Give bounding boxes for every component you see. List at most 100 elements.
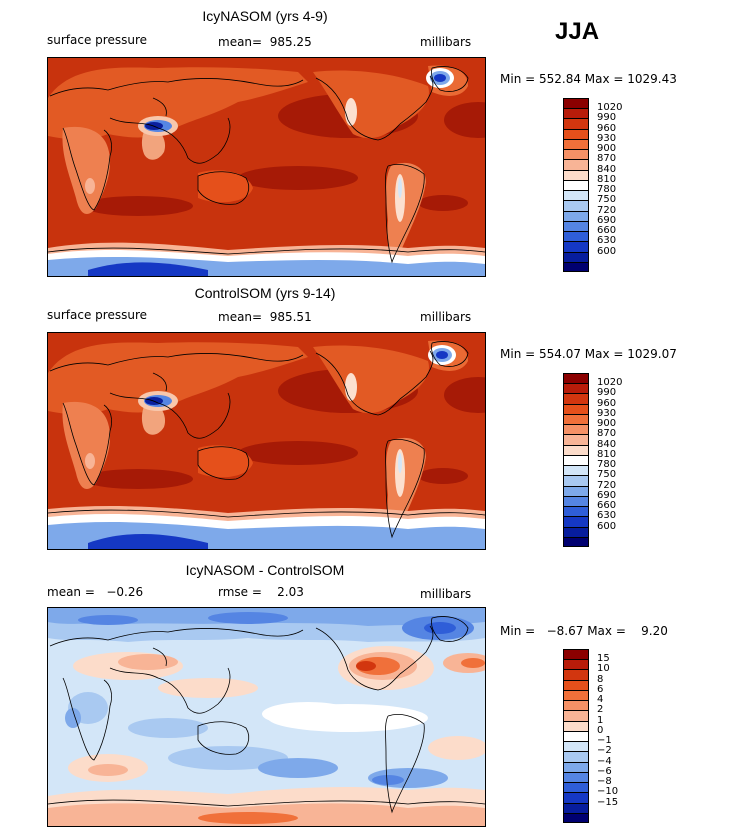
panel-2-colorbar [563, 373, 589, 548]
colorbar-swatch [563, 108, 589, 119]
colorbar-tick [563, 782, 589, 784]
colorbar-tick [563, 679, 589, 681]
colorbar-tick [563, 526, 589, 528]
colorbar-tick [563, 792, 589, 794]
colorbar-swatch [563, 118, 589, 130]
colorbar-label: 15 [597, 653, 610, 665]
colorbar-tick [563, 444, 589, 446]
colorbar-tick [563, 383, 589, 385]
colorbar-label: −2 [597, 745, 612, 757]
colorbar-tick [563, 138, 589, 140]
colorbar-swatch [563, 536, 589, 548]
colorbar-label: −8 [597, 776, 612, 788]
colorbar-tick [563, 730, 589, 732]
panel-1-map [47, 57, 486, 277]
colorbar-tick [563, 169, 589, 171]
colorbar-tick [563, 179, 589, 181]
colorbar-swatch [563, 149, 589, 160]
colorbar-tick [563, 802, 589, 804]
colorbar-label: 960 [597, 122, 617, 134]
colorbar-label: 690 [597, 489, 617, 501]
colorbar-swatch [563, 179, 589, 191]
panel-2-variable-label: surface pressure [47, 308, 147, 322]
colorbar-swatch [563, 700, 589, 711]
panel-3-title: IcyNASOM - ControlSOM [185, 562, 345, 578]
colorbar-swatch [563, 444, 589, 456]
colorbar-label: −4 [597, 755, 612, 767]
panel-1-variable-label: surface pressure [47, 33, 147, 47]
panel-3-units-label: millibars [420, 587, 472, 601]
colorbar-label: 600 [597, 520, 617, 532]
colorbar-tick [563, 516, 589, 518]
colorbar-label: 660 [597, 500, 617, 512]
panel-3-mean-label: mean = −0.26 [47, 585, 144, 599]
colorbar-tick [563, 720, 589, 722]
colorbar-swatch [563, 649, 589, 660]
colorbar-label: 960 [597, 397, 617, 409]
colorbar-swatch [563, 741, 589, 752]
colorbar-tick [563, 251, 589, 253]
colorbar-label: 750 [597, 469, 617, 481]
panel-2-mean-label: mean= 985.51 [218, 310, 312, 324]
colorbar-label: 10 [597, 663, 610, 675]
colorbar-label: 660 [597, 225, 617, 237]
colorbar-tick [563, 149, 589, 151]
colorbar-swatch [563, 393, 589, 405]
panel-3-minmax-label: Min = −8.67 Max = 9.20 [500, 624, 668, 638]
colorbar-tick [563, 710, 589, 712]
colorbar-tick [563, 546, 589, 547]
colorbar-label: 1 [597, 714, 604, 726]
colorbar-tick [563, 118, 589, 120]
colorbar-tick [563, 98, 589, 99]
colorbar-swatch [563, 506, 589, 517]
panel-2-minmax-label: Min = 554.07 Max = 1029.07 [500, 347, 677, 361]
colorbar-tick [563, 261, 589, 263]
colorbar-swatch [563, 210, 589, 222]
colorbar-tick [563, 485, 589, 487]
colorbar-tick [563, 271, 589, 272]
colorbar-tick [563, 190, 589, 192]
colorbar-swatch [563, 98, 589, 109]
panel-2-colorbar-labels: 1020 990 960 930 900 870 840 810 780 750… [597, 373, 637, 547]
colorbar-swatch [563, 190, 589, 201]
colorbar-label: 1020 [597, 377, 623, 389]
colorbar-tick [563, 659, 589, 661]
panel-1-units-label: millibars [420, 35, 472, 49]
colorbar-label: 780 [597, 459, 617, 471]
colorbar-swatch [563, 710, 589, 722]
colorbar-tick [563, 751, 589, 753]
season-label: JJA [555, 18, 600, 45]
panel-1-colorbar-labels: 1020 990 960 930 900 870 840 810 780 750… [597, 98, 637, 272]
colorbar-tick [563, 424, 589, 426]
colorbar-label: 750 [597, 194, 617, 206]
colorbar-tick [563, 373, 589, 374]
colorbar-swatch [563, 200, 589, 212]
colorbar-swatch [563, 720, 589, 732]
colorbar-label: 870 [597, 428, 617, 440]
colorbar-tick [563, 241, 589, 243]
colorbar-swatch [563, 261, 589, 273]
colorbar-label: 840 [597, 163, 617, 175]
colorbar-label: −6 [597, 765, 612, 777]
colorbar-tick [563, 393, 589, 395]
colorbar-label: −1 [597, 735, 612, 747]
colorbar-tick [563, 741, 589, 743]
panel-1-minmax-label: Min = 552.84 Max = 1029.43 [500, 72, 677, 86]
colorbar-swatch [563, 730, 589, 742]
colorbar-swatch [563, 251, 589, 263]
colorbar-tick [563, 771, 589, 773]
colorbar-tick [563, 220, 589, 222]
panel-3-map [47, 607, 486, 827]
colorbar-label: 6 [597, 683, 604, 695]
colorbar-swatch [563, 454, 589, 466]
panel-1-colorbar [563, 98, 589, 273]
colorbar-label: 600 [597, 245, 617, 257]
colorbar-tick [563, 669, 589, 671]
colorbar-label: 720 [597, 204, 617, 216]
colorbar-swatch [563, 516, 589, 528]
colorbar-label: 930 [597, 132, 617, 144]
colorbar-tick [563, 108, 589, 110]
colorbar-tick [563, 454, 589, 456]
colorbar-label: 690 [597, 214, 617, 226]
colorbar-label: 720 [597, 479, 617, 491]
